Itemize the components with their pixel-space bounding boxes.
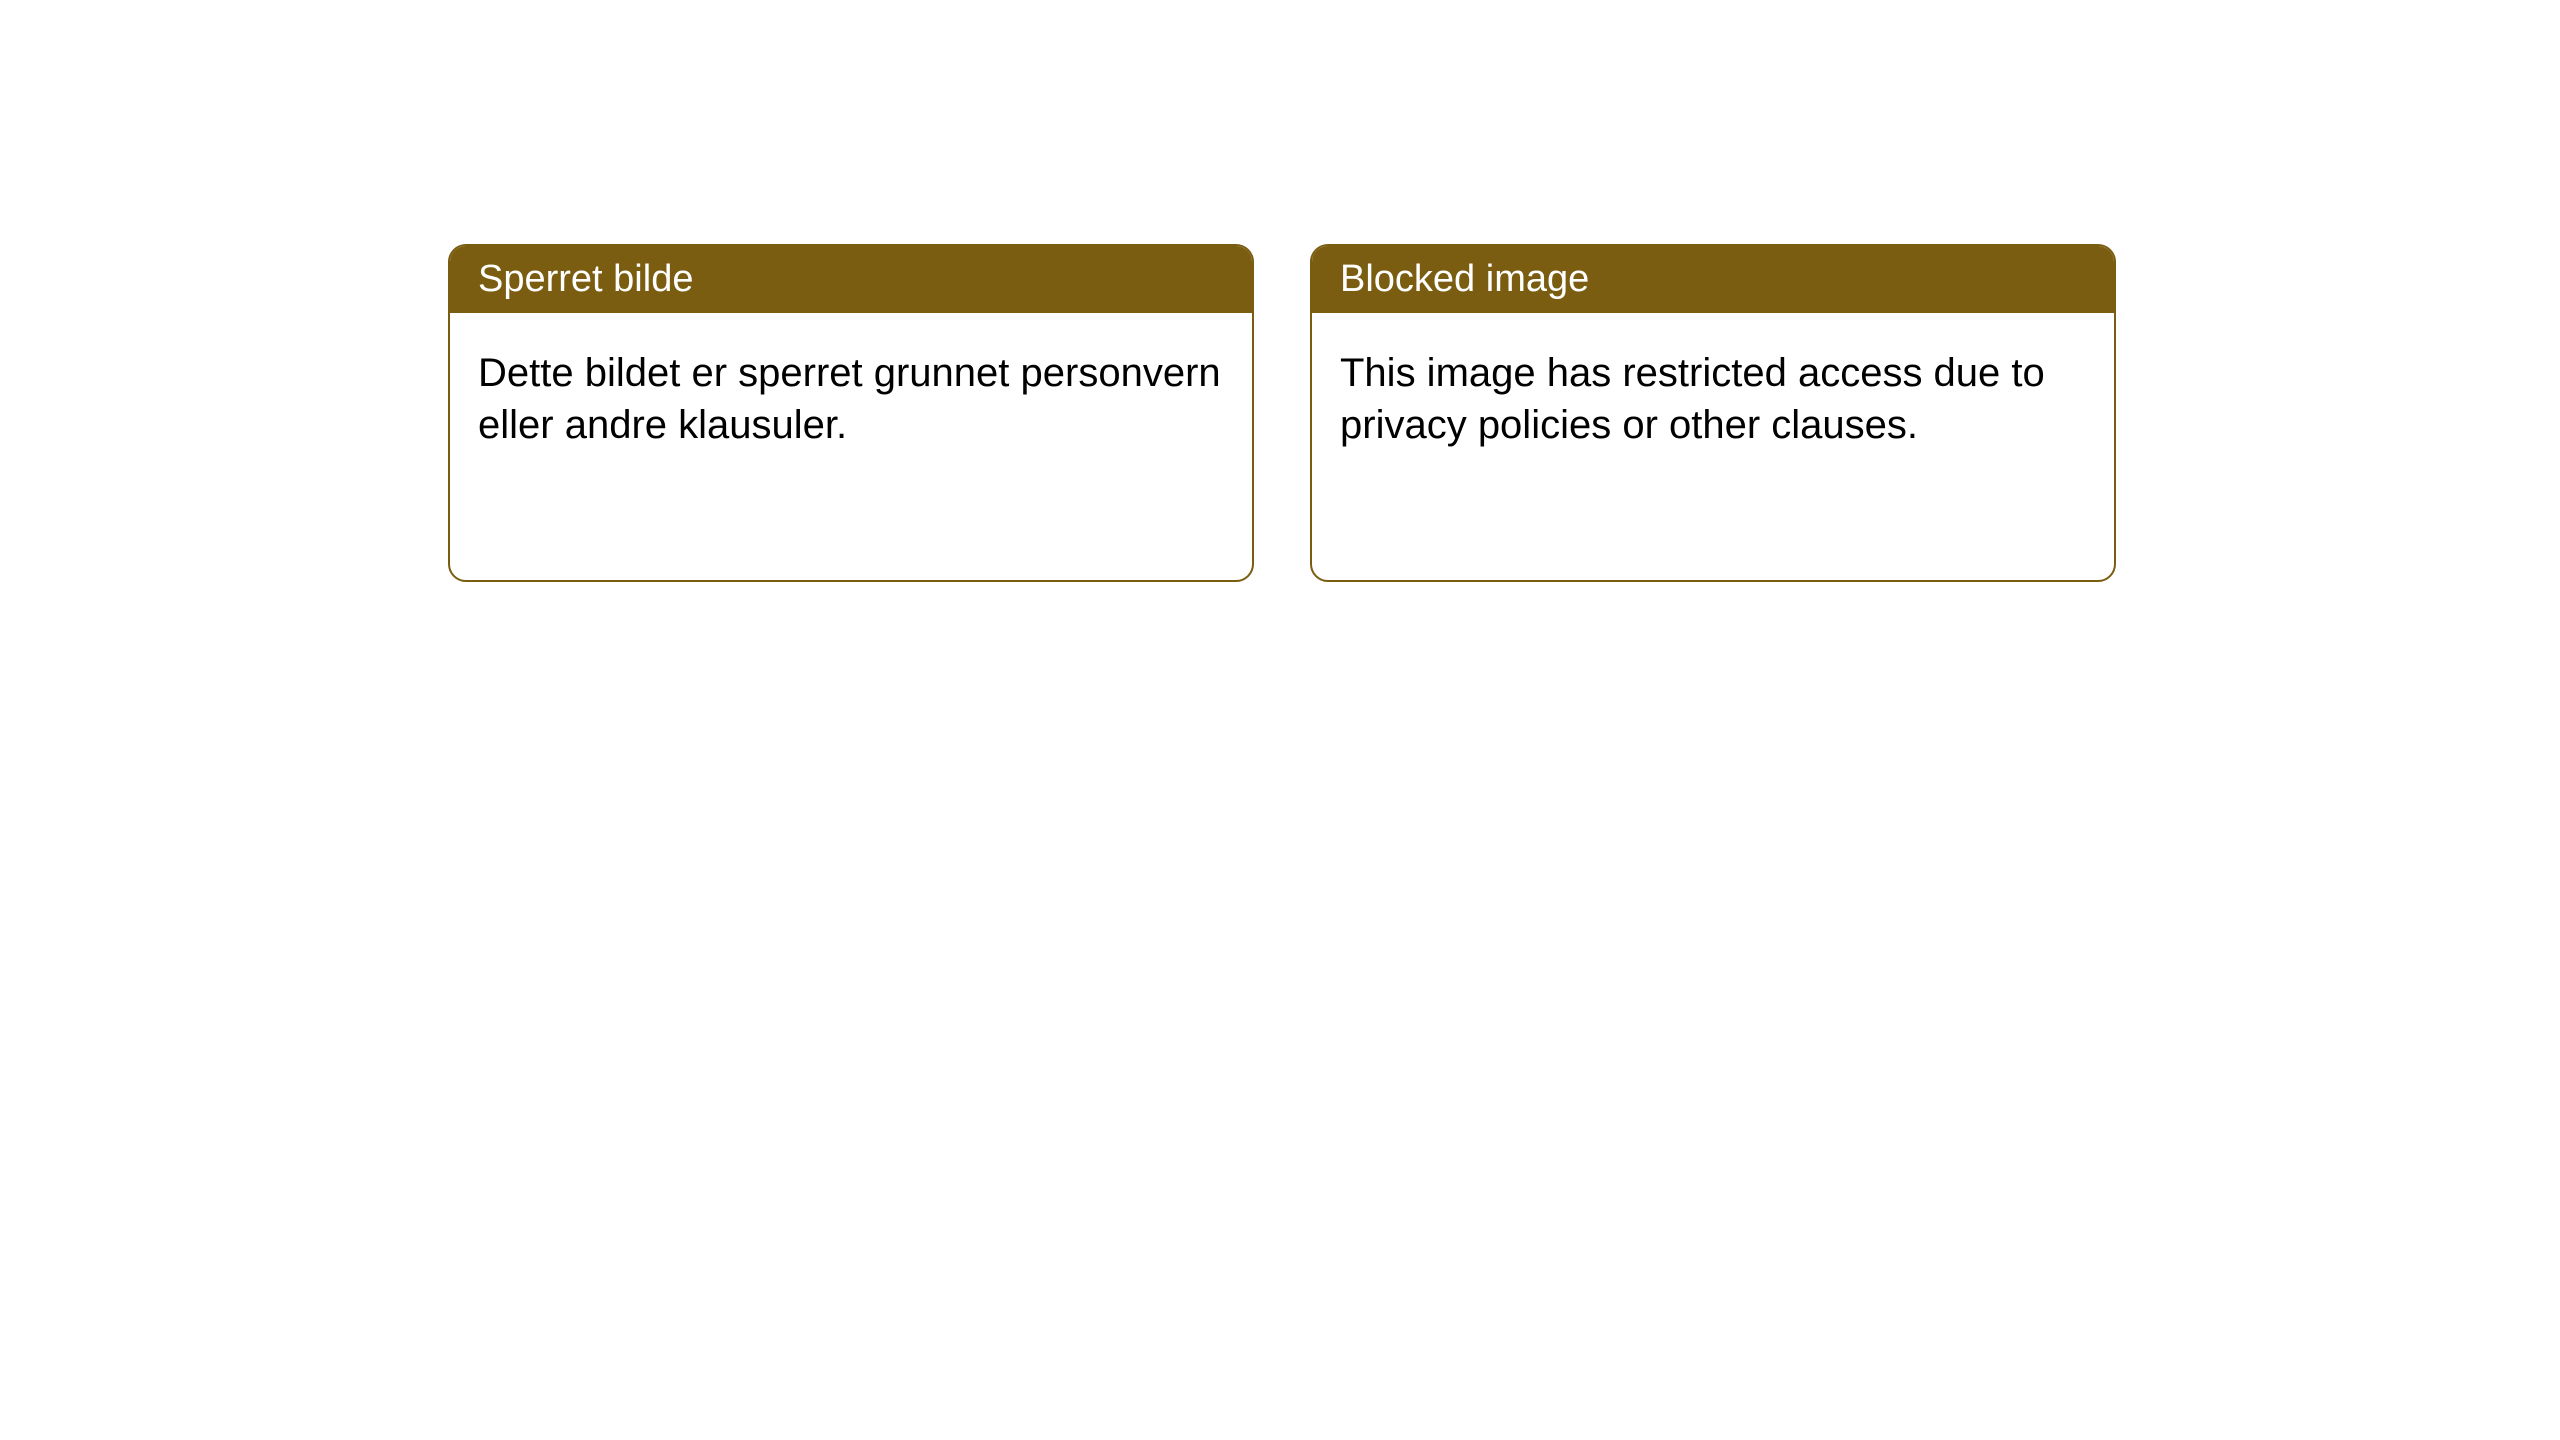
card-header-no: Sperret bilde — [450, 246, 1252, 313]
blocked-image-card-en: Blocked image This image has restricted … — [1310, 244, 2116, 582]
card-header-en: Blocked image — [1312, 246, 2114, 313]
notice-container: Sperret bilde Dette bildet er sperret gr… — [0, 0, 2560, 582]
blocked-image-card-no: Sperret bilde Dette bildet er sperret gr… — [448, 244, 1254, 582]
card-body-no: Dette bildet er sperret grunnet personve… — [450, 313, 1252, 485]
card-body-en: This image has restricted access due to … — [1312, 313, 2114, 485]
